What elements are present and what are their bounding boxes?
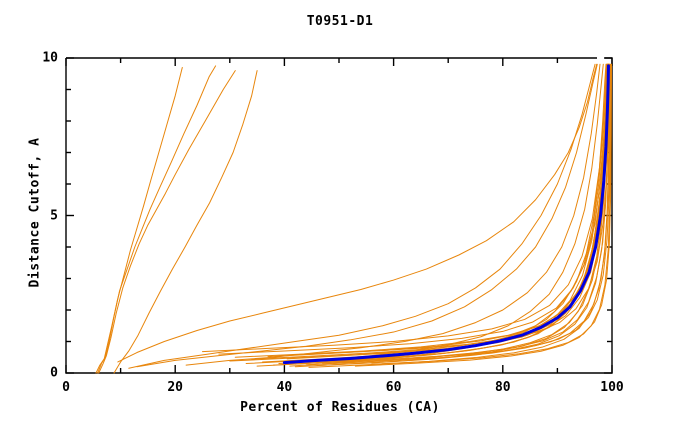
model-curve [97,65,217,374]
y-tick-label: 10 [42,50,58,66]
chart-title: T0951-D1 [306,14,374,29]
x-tick-label: 80 [494,380,511,395]
model-curve [136,63,598,368]
y-tick-label: 5 [50,208,58,223]
model-curve [185,63,601,366]
model-curve [95,66,183,374]
model-curve [322,63,610,364]
model-curve [229,63,609,362]
model-curve [300,63,611,356]
model-curve [354,63,612,367]
model-curve [113,70,258,374]
x-tick-label: 0 [62,380,70,395]
model-curve [128,63,596,369]
model-curve [117,63,598,363]
y-tick-label: 0 [50,365,58,381]
x-tick-label: 40 [276,380,293,395]
model-curve [308,63,611,368]
model-curve [316,63,610,366]
y-axis-label: Distance Cutoff, A [27,137,43,288]
model-curve [267,63,609,358]
model-curve [371,63,612,365]
model-curve [333,63,611,365]
model-curve [343,63,612,363]
model-curve [202,63,608,353]
data-series-group [95,63,612,374]
reference-curve [282,64,610,365]
x-axis-label: Percent of Residues (CA) [240,400,440,415]
x-tick-label: 20 [167,380,184,395]
reference-series-group [282,64,610,365]
model-curve [98,70,236,374]
model-curve [218,63,609,355]
x-tick-label: 100 [600,380,624,395]
x-tick-label: 60 [385,380,402,395]
